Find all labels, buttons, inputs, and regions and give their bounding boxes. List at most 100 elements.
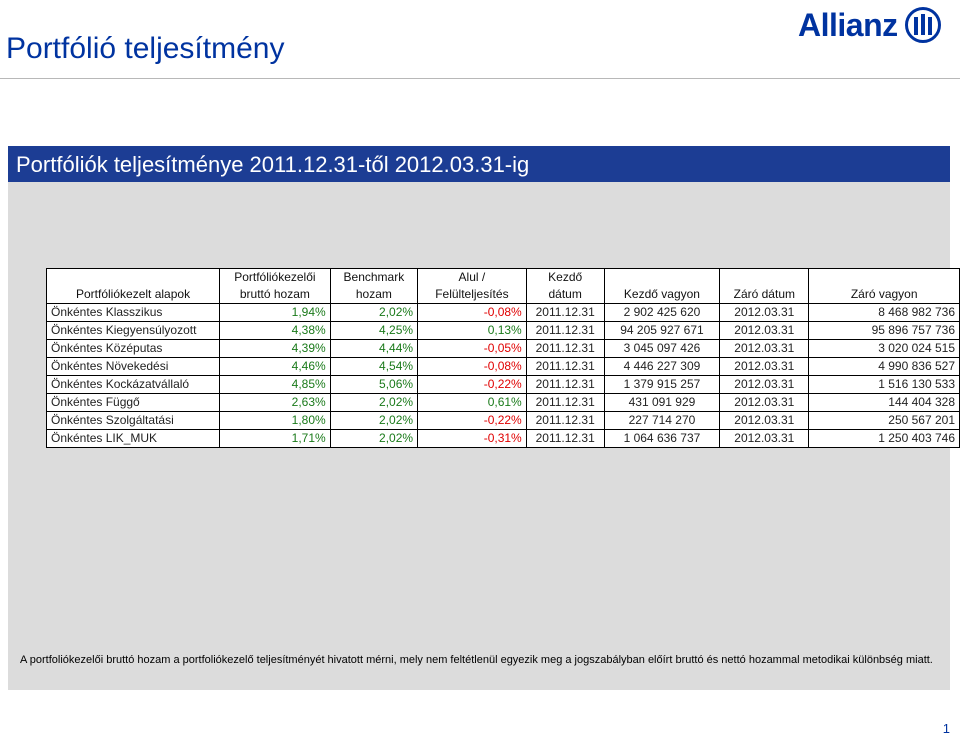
cell-start-date: 2011.12.31 [525,375,605,394]
title-divider [0,78,960,79]
cell-benchmark: 4,54% [329,357,419,376]
cell-benchmark: 5,06% [329,375,419,394]
header-over-under-line1: Alul / [458,270,486,284]
header-benchmark: Benchmark hozam [329,268,419,304]
table-row: Önkéntes Szolgáltatási 1,80% 2,02% -0,22% 20… [45,411,960,430]
cell-end-assets: 144 404 328 [808,393,960,412]
cell-over-under: -0,05% [417,339,527,358]
cell-fund-name: Önkéntes Kiegyensúlyozott [45,321,221,340]
cell-end-assets: 4 990 836 527 [808,357,960,376]
cell-over-under: -0,08% [417,303,527,322]
cell-fund-name: Önkéntes Kockázatvállaló [45,375,221,394]
cell-start-assets: 4 446 227 309 [603,357,721,376]
section-header-band: Portfóliók teljesítménye 2011.12.31-től … [8,146,950,182]
header-fund-name-line2: Portfóliókezelt alapok [76,287,191,301]
header-gross-return: Portfóliókezelői bruttó hozam [219,268,331,304]
cell-over-under: -0,22% [417,375,527,394]
page-title: Portfólió teljesítmény [6,32,285,65]
table-header-row: Portfóliókezelt alapok Portfóliókezelői br… [45,268,960,304]
table-row: Önkéntes Kockázatvállaló 4,85% 5,06% -0,22%… [45,375,960,394]
cell-gross-return: 4,38% [219,321,331,340]
header-over-under-line2: Felülteljesítés [435,287,509,301]
header-end-date-line2: Záró dátum [733,287,795,301]
cell-over-under: 0,13% [417,321,527,340]
cell-gross-return: 1,71% [219,429,331,448]
header-start-assets-line2: Kezdő vagyon [623,287,700,301]
cell-end-date: 2012.03.31 [719,303,810,322]
cell-fund-name: Önkéntes Középutas [45,339,221,358]
header-end-assets: Záró vagyon [808,268,960,304]
cell-end-date: 2012.03.31 [719,357,810,376]
header-start-assets: Kezdő vagyon [603,268,721,304]
cell-over-under: -0,08% [417,357,527,376]
cell-gross-return: 2,63% [219,393,331,412]
header-benchmark-line2: hozam [355,287,392,301]
logo-wordmark: Allianz [798,6,898,43]
cell-start-date: 2011.12.31 [525,339,605,358]
cell-end-date: 2012.03.31 [719,411,810,430]
cell-gross-return: 1,80% [219,411,331,430]
table-row: Önkéntes Klasszikus 1,94% 2,02% -0,08% 2011.… [45,303,960,322]
header-end-date: Záró dátum [719,268,810,304]
cell-end-assets: 3 020 024 515 [808,339,960,358]
table-row: Önkéntes Függő 2,63% 2,02% 0,61% 2011.12.31 4… [45,393,960,412]
cell-start-date: 2011.12.31 [525,411,605,430]
cell-fund-name: Önkéntes LIK_MUK [45,429,221,448]
cell-benchmark: 2,02% [329,393,419,412]
cell-over-under: -0,31% [417,429,527,448]
cell-benchmark: 2,02% [329,303,419,322]
cell-over-under: -0,22% [417,411,527,430]
cell-fund-name: Önkéntes Klasszikus [45,303,221,322]
allianz-eagle-icon [904,7,941,43]
header-gross-return-line1: Portfóliókezelői [234,270,316,284]
cell-end-assets: 1 250 403 746 [808,429,960,448]
table-row: Önkéntes Középutas 4,39% 4,44% -0,05% 2011.1… [45,339,960,358]
cell-start-assets: 227 714 270 [603,411,721,430]
cell-end-date: 2012.03.31 [719,429,810,448]
cell-start-date: 2011.12.31 [525,429,605,448]
cell-start-assets: 2 902 425 620 [603,303,721,322]
cell-over-under: 0,61% [417,393,527,412]
table-row: Önkéntes LIK_MUK 1,71% 2,02% -0,31% 2011.12.… [45,429,960,448]
footnote: A portfoliókezelői bruttó hozam a portfo… [20,654,933,666]
cell-start-assets: 3 045 097 426 [603,339,721,358]
cell-fund-name: Önkéntes Függő [45,393,221,412]
cell-gross-return: 1,94% [219,303,331,322]
page-number: 1 [942,721,950,736]
cell-benchmark: 4,25% [329,321,419,340]
cell-end-date: 2012.03.31 [719,393,810,412]
header-end-assets-line2: Záró vagyon [850,287,918,301]
cell-benchmark: 4,44% [329,339,419,358]
cell-fund-name: Önkéntes Szolgáltatási [45,411,221,430]
cell-end-date: 2012.03.31 [719,321,810,340]
allianz-logo: Allianz [798,6,942,44]
header-gross-return-line2: bruttó hozam [239,287,310,301]
cell-end-assets: 250 567 201 [808,411,960,430]
header-start-date-line1: Kezdő [548,270,583,284]
table-row: Önkéntes Kiegyensúlyozott 4,38% 4,25% 0,13%… [45,321,960,340]
cell-end-date: 2012.03.31 [719,375,810,394]
cell-benchmark: 2,02% [329,411,419,430]
cell-gross-return: 4,46% [219,357,331,376]
cell-end-assets: 95 896 757 736 [808,321,960,340]
header-start-date: Kezdő dátum [525,268,605,304]
cell-start-assets: 431 091 929 [603,393,721,412]
header-start-date-line2: dátum [548,287,582,301]
cell-end-assets: 1 516 130 533 [808,375,960,394]
cell-start-date: 2011.12.31 [525,321,605,340]
cell-gross-return: 4,85% [219,375,331,394]
header-benchmark-line1: Benchmark [343,270,405,284]
cell-fund-name: Önkéntes Növekedési [45,357,221,376]
header-fund-name: Portfóliókezelt alapok [45,268,221,304]
header-over-under: Alul / Felülteljesítés [417,268,527,304]
section-heading: Portfóliók teljesítménye 2011.12.31-től … [16,152,530,177]
cell-start-date: 2011.12.31 [525,303,605,322]
cell-gross-return: 4,39% [219,339,331,358]
cell-start-assets: 94 205 927 671 [603,321,721,340]
cell-end-assets: 8 468 982 736 [808,303,960,322]
cell-benchmark: 2,02% [329,429,419,448]
cell-start-date: 2011.12.31 [525,393,605,412]
cell-start-assets: 1 379 915 257 [603,375,721,394]
cell-end-date: 2012.03.31 [719,339,810,358]
cell-start-date: 2011.12.31 [525,357,605,376]
